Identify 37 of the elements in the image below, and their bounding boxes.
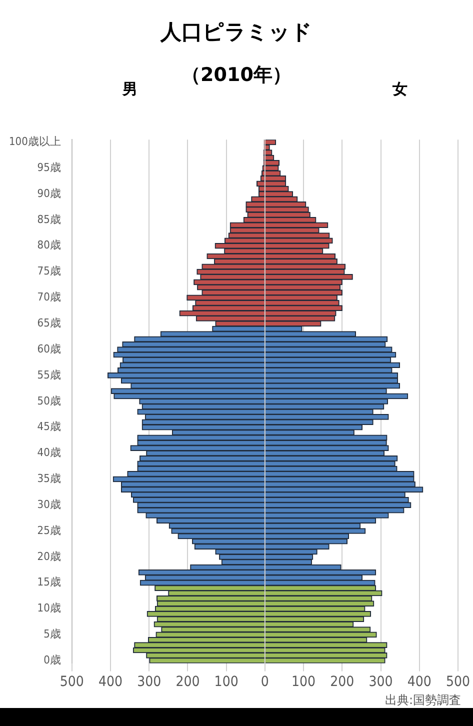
text: 男	[122, 80, 138, 99]
x-tick-label: 100	[214, 674, 238, 690]
x-tick-label: 300	[137, 674, 162, 690]
y-tick-label: 25歳	[37, 524, 61, 537]
y-tick-label: 0歳	[44, 653, 61, 666]
y-tick-label: 10歳	[37, 602, 61, 615]
x-tick-label: 400	[98, 674, 123, 690]
x-tick-label: 300	[368, 674, 393, 690]
y-tick-label: 55歳	[37, 368, 61, 382]
y-tick-label: 15歳	[37, 576, 61, 589]
x-tick-label: 400	[407, 674, 432, 690]
y-tick-label: 75歳	[37, 264, 61, 278]
y-tick-label: 35歳	[37, 472, 61, 486]
text: 女	[392, 80, 408, 99]
x-tick-label: 200	[176, 674, 200, 690]
y-tick-label: 30歳	[37, 498, 61, 511]
y-tick-label: 5歳	[44, 628, 61, 641]
y-tick-label: 70歳	[37, 290, 61, 304]
x-tick-label: 100	[292, 674, 316, 690]
y-tick-label: 65歳	[37, 316, 61, 330]
y-tick-label: 80歳	[37, 238, 61, 252]
chart-title: 人口ピラミッド	[159, 19, 314, 46]
x-tick-label: 500	[446, 674, 470, 690]
y-tick-label: 95歳	[37, 160, 61, 174]
y-tick-label: 20歳	[37, 550, 61, 563]
y-tick-label: 50歳	[37, 394, 61, 408]
y-tick-label: 100歳以上	[8, 135, 61, 148]
source-note: 出典:国勢調査	[384, 692, 461, 709]
x-tick-label: 200	[330, 674, 354, 690]
y-tick-label: 45歳	[37, 420, 61, 434]
chart-subtitle: （2010年）	[182, 64, 292, 86]
y-tick-label: 40歳	[37, 446, 61, 460]
x-tick-label: 0	[260, 674, 269, 690]
y-tick-label: 60歳	[37, 342, 61, 356]
y-tick-label: 85歳	[37, 212, 61, 226]
y-tick-label: 90歳	[37, 186, 61, 200]
x-tick-label: 500	[60, 674, 84, 690]
